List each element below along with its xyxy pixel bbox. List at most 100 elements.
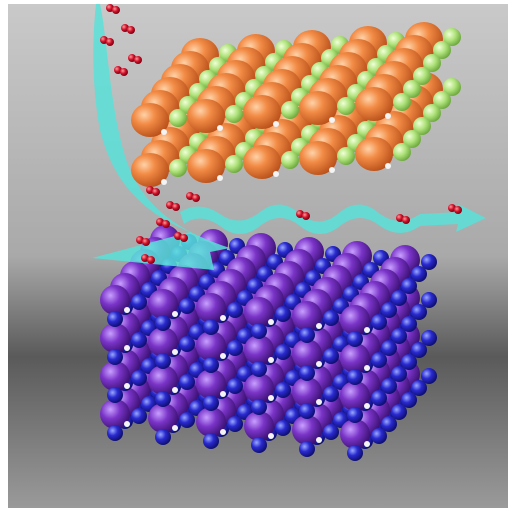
- blue-atom: [203, 357, 219, 373]
- blue-atom: [107, 311, 123, 327]
- purple-atom: [100, 399, 130, 429]
- white-atom: [161, 179, 167, 185]
- white-atom: [220, 429, 226, 435]
- purple-atom: [340, 381, 370, 411]
- orange-lattice: [131, 22, 461, 187]
- purple-atom: [292, 339, 322, 369]
- blue-atom: [179, 298, 195, 314]
- white-atom: [172, 349, 178, 355]
- purple-atom: [292, 377, 322, 407]
- orange-atom: [131, 153, 169, 187]
- blue-atom: [227, 378, 243, 394]
- blue-atom: [131, 408, 147, 424]
- blue-atom: [203, 319, 219, 335]
- flow-arrow: [92, 4, 230, 270]
- blue-atom: [323, 424, 339, 440]
- molecule-atom: [402, 216, 410, 224]
- green-atom: [281, 151, 299, 169]
- blue-atom: [275, 420, 291, 436]
- white-atom: [316, 361, 322, 367]
- blue-atom: [371, 314, 387, 330]
- blue-atom: [381, 302, 397, 318]
- molecule-atom: [106, 38, 114, 46]
- white-atom: [172, 311, 178, 317]
- white-atom: [124, 307, 130, 313]
- white-atom: [220, 353, 226, 359]
- white-atom: [268, 395, 274, 401]
- white-atom: [364, 441, 370, 447]
- purple-atom: [292, 415, 322, 445]
- blue-atom: [411, 266, 427, 282]
- blue-atom: [381, 416, 397, 432]
- blue-atom: [401, 316, 417, 332]
- blue-atom: [203, 395, 219, 411]
- molecule-atom: [180, 234, 188, 242]
- purple-atom: [100, 285, 130, 315]
- purple-atom: [340, 419, 370, 449]
- green-atom: [443, 28, 461, 46]
- white-atom: [268, 319, 274, 325]
- white-atom: [273, 171, 279, 177]
- white-atom: [316, 399, 322, 405]
- white-atom: [172, 387, 178, 393]
- blue-atom: [155, 315, 171, 331]
- blue-atom: [275, 306, 291, 322]
- green-atom: [281, 101, 299, 119]
- orange-atom: [187, 149, 225, 183]
- orange-atom: [243, 95, 281, 129]
- blue-atom: [227, 302, 243, 318]
- white-atom: [268, 433, 274, 439]
- white-atom: [316, 437, 322, 443]
- blue-atom: [131, 332, 147, 348]
- orange-atom: [355, 87, 393, 121]
- blue-atom: [179, 412, 195, 428]
- blue-atom: [323, 310, 339, 326]
- white-atom: [364, 327, 370, 333]
- blue-atom: [421, 330, 437, 346]
- orange-atom: [355, 137, 393, 171]
- white-atom: [124, 421, 130, 427]
- blue-atom: [371, 390, 387, 406]
- purple-atom: [244, 411, 274, 441]
- white-atom: [220, 315, 226, 321]
- purple-atom: [196, 369, 226, 399]
- purple-atom: [100, 361, 130, 391]
- blue-atom: [411, 304, 427, 320]
- white-atom: [316, 323, 322, 329]
- green-atom: [413, 117, 431, 135]
- blue-atom: [347, 331, 363, 347]
- blue-atom: [391, 404, 407, 420]
- white-atom: [220, 391, 226, 397]
- green-atom: [169, 109, 187, 127]
- green-atom: [225, 155, 243, 173]
- purple-atom: [148, 365, 178, 395]
- orange-atom: [243, 145, 281, 179]
- white-atom: [364, 403, 370, 409]
- white-atom: [217, 175, 223, 181]
- white-atom: [385, 113, 391, 119]
- blue-atom: [299, 327, 315, 343]
- wave-arrow: [180, 204, 486, 234]
- purple-atom: [244, 373, 274, 403]
- blue-atom: [107, 387, 123, 403]
- blue-atom: [391, 366, 407, 382]
- purple-atom: [244, 335, 274, 365]
- purple-atom: [100, 323, 130, 353]
- green-atom: [423, 104, 441, 122]
- molecule-atom: [147, 256, 155, 264]
- blue-atom: [131, 294, 147, 310]
- molecules: [100, 4, 462, 264]
- blue-atom: [275, 344, 291, 360]
- blue-atom: [107, 425, 123, 441]
- blue-atom: [131, 370, 147, 386]
- purple-atom: [148, 327, 178, 357]
- blue-atom: [227, 416, 243, 432]
- molecule-atom: [120, 68, 128, 76]
- white-atom: [329, 167, 335, 173]
- blue-atom: [203, 433, 219, 449]
- white-atom: [364, 365, 370, 371]
- white-atom: [172, 425, 178, 431]
- white-atom: [217, 125, 223, 131]
- green-atom: [393, 143, 411, 161]
